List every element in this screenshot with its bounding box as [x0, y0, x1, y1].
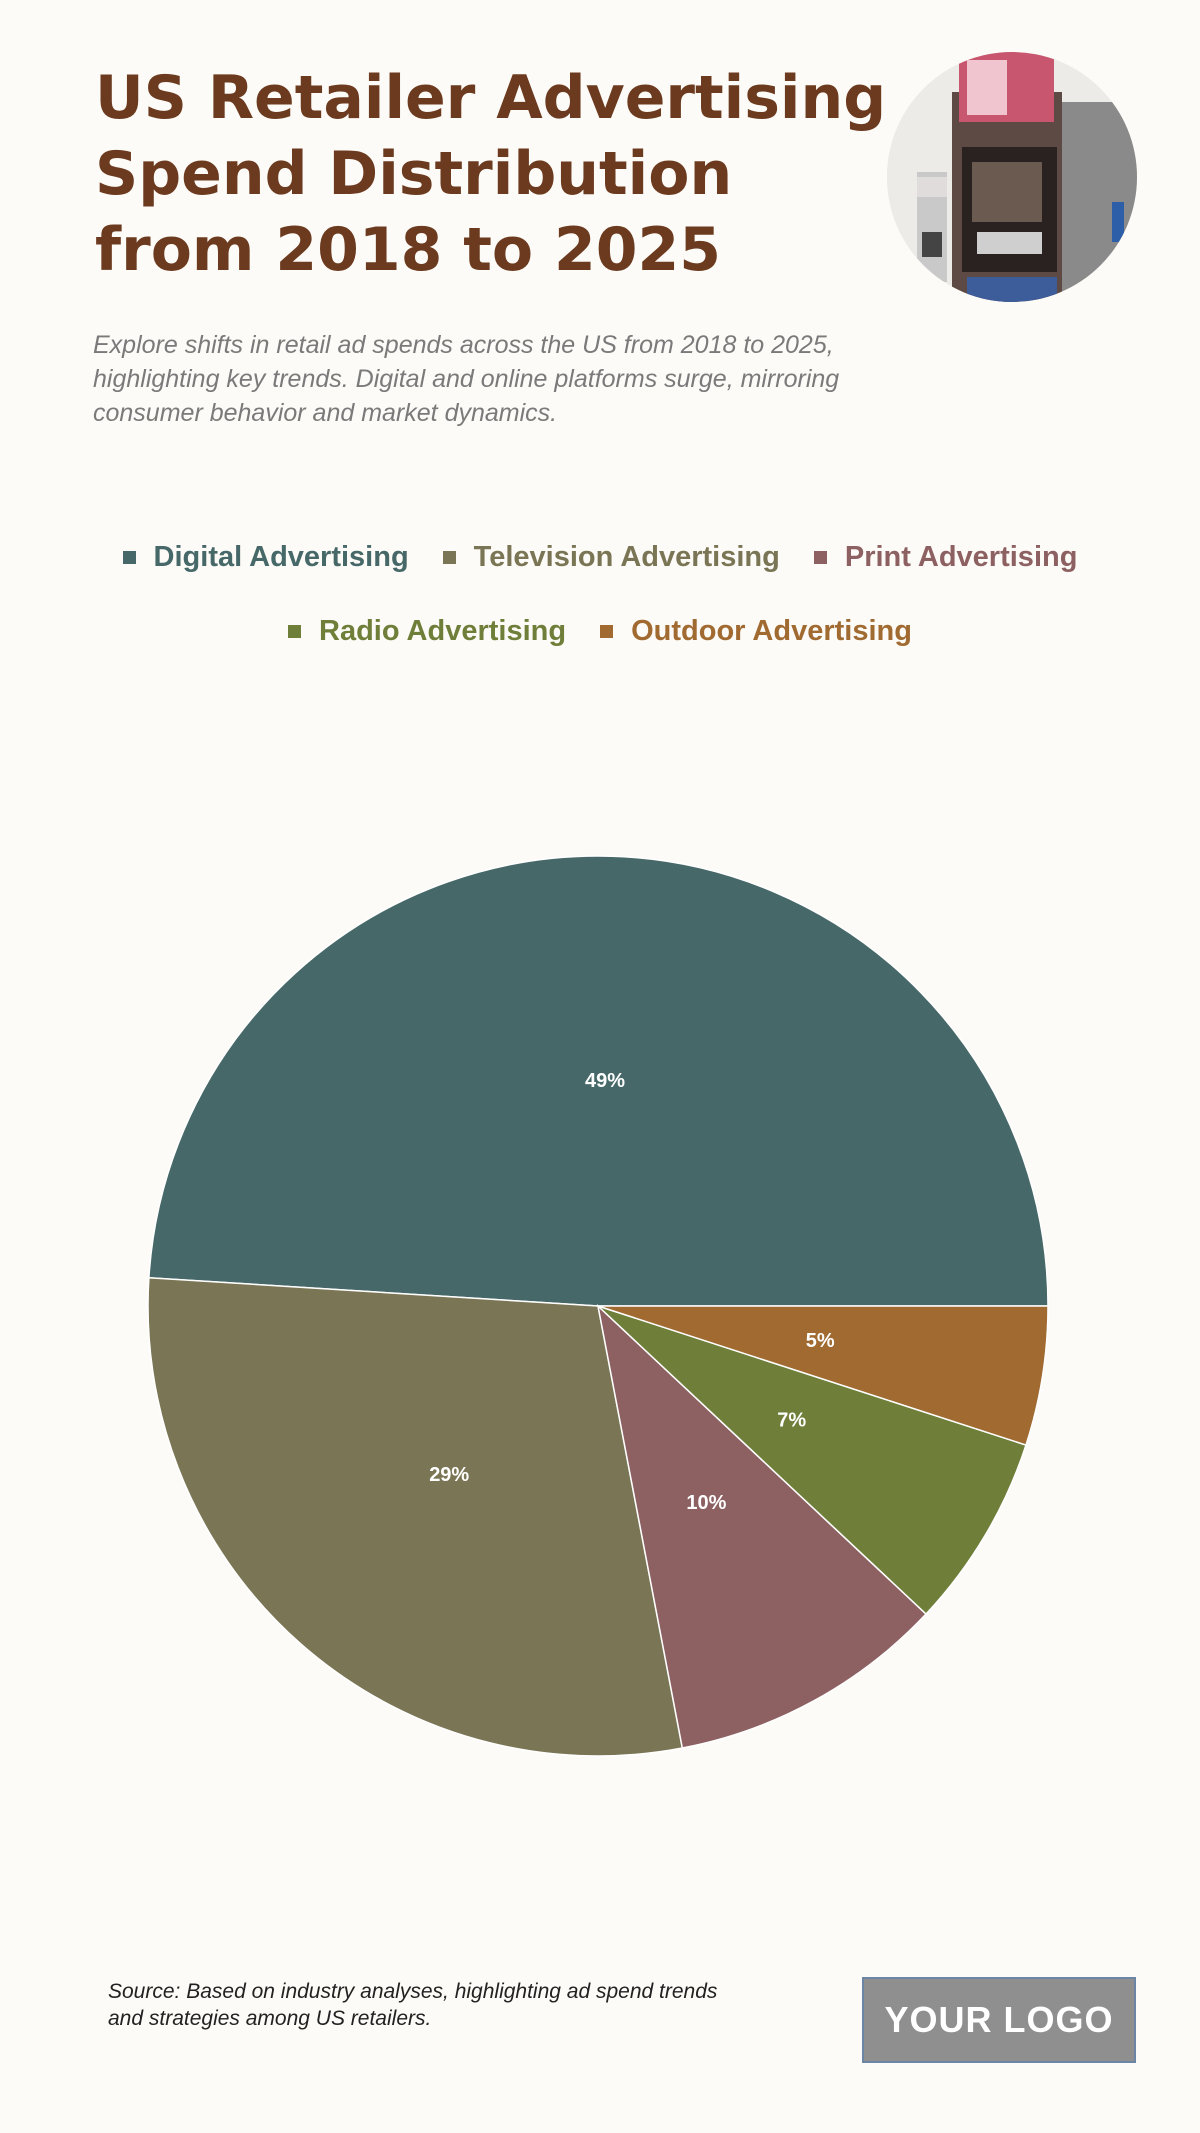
legend-label: Digital Advertising [153, 541, 409, 573]
legend-item: Digital Advertising [122, 538, 409, 576]
legend-label: Radio Advertising [319, 615, 567, 647]
pie-slice [148, 855, 1049, 1307]
slice-label: 10% [686, 1492, 726, 1514]
pie-slice [597, 1305, 1027, 1616]
pie-slice [597, 1305, 1049, 1447]
legend-swatch [600, 624, 614, 638]
legend-label: Television Advertising [473, 541, 780, 573]
legend-swatch [288, 624, 302, 638]
legend-swatch [122, 550, 136, 564]
slice-label: 29% [429, 1464, 469, 1486]
source-note: Source: Based on industry analyses, high… [108, 1980, 718, 2030]
legend-item: Television Advertising [442, 538, 780, 576]
slice-label: 5% [806, 1330, 835, 1352]
legend-item: Print Advertising [813, 538, 1078, 576]
legend-item: Outdoor Advertising [600, 612, 912, 650]
legend-item: Radio Advertising [288, 612, 566, 650]
slice-label: 49% [585, 1070, 625, 1092]
legend-swatch [442, 550, 456, 564]
slice-label: 7% [777, 1410, 806, 1432]
page-title: US Retailer Advertising Spend Distributi… [95, 63, 887, 285]
pie-slice [147, 1276, 684, 1757]
pie-slice [596, 1303, 928, 1749]
legend-label: Outdoor Advertising [631, 615, 912, 647]
chart-legend: Digital Advertising Television Advertisin… [60, 538, 1140, 650]
billboard-photo [887, 52, 1137, 302]
page-subtitle: Explore shifts in retail ad spends acros… [93, 331, 840, 427]
legend-label: Print Advertising [844, 541, 1078, 573]
legend-swatch [813, 550, 827, 564]
logo-placeholder: YOUR LOGO [862, 1977, 1136, 2063]
